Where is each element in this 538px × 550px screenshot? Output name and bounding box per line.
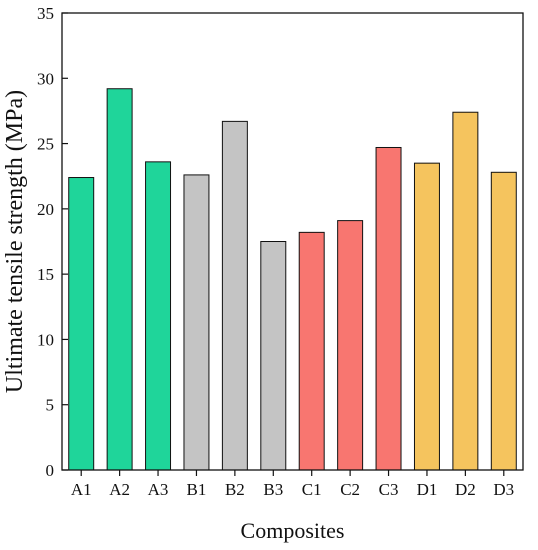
bar-b3 [260, 241, 287, 471]
x-tick-label: B1 [187, 480, 207, 499]
y-tick-label: 25 [37, 135, 54, 154]
x-tick-label: D1 [417, 480, 438, 499]
bar-a1 [68, 177, 95, 471]
bars-group [68, 88, 517, 471]
bar-c3 [375, 146, 402, 471]
x-tick-label: D2 [455, 480, 476, 499]
y-tick-marks [62, 12, 68, 471]
bar-d3 [490, 171, 517, 471]
y-axis-label: Ultimate tensile strength (MPa) [2, 90, 28, 393]
x-axis-label: Composites [241, 518, 345, 543]
bar-b2 [221, 120, 248, 471]
x-tick-label: A2 [109, 480, 130, 499]
x-tick-label: C2 [340, 480, 360, 499]
x-tick-label: A3 [148, 480, 169, 499]
y-tick-label: 20 [37, 200, 54, 219]
y-tick-label: 15 [37, 265, 54, 284]
x-tick-label: C3 [379, 480, 399, 499]
y-tick-label: 0 [46, 461, 55, 480]
x-tick-label: C1 [302, 480, 322, 499]
bar-b1 [183, 174, 210, 471]
x-tick-label: B3 [263, 480, 283, 499]
bar-c1 [298, 231, 325, 471]
x-tick-label: B2 [225, 480, 245, 499]
bar-c2 [337, 220, 364, 471]
bar-a2 [106, 88, 133, 471]
bar-d2 [452, 111, 479, 471]
plot-frame [61, 12, 524, 471]
bar-d1 [413, 162, 440, 471]
x-tick-labels: A1 A2 A3 B1 B2 B3 C1 C2 C3 D1 D2 D3 [71, 480, 514, 499]
bar-a3 [145, 161, 172, 471]
x-tick-label: D3 [493, 480, 514, 499]
y-tick-label: 10 [37, 330, 54, 349]
y-tick-label: 5 [46, 396, 55, 415]
x-tick-marks [80, 470, 505, 476]
y-tick-label: 30 [37, 69, 54, 88]
y-tick-label: 35 [37, 4, 54, 23]
x-tick-label: A1 [71, 480, 92, 499]
y-tick-labels: 0 5 10 15 20 25 30 35 [37, 4, 54, 480]
